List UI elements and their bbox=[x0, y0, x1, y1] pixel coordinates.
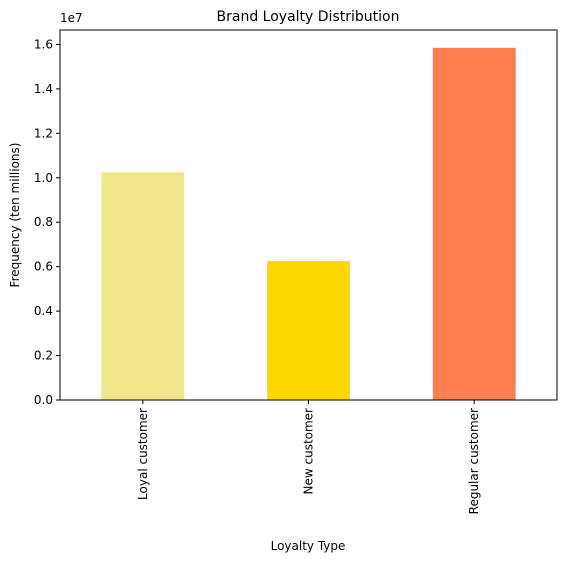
x-tick-label: Loyal customer bbox=[136, 408, 150, 500]
x-tick-label: Regular customer bbox=[467, 408, 481, 514]
x-axis-label: Loyalty Type bbox=[271, 539, 346, 553]
y-tick-label: 0.0 bbox=[34, 393, 53, 407]
bar-new-customer bbox=[267, 261, 350, 400]
y-tick-label: 1.4 bbox=[34, 82, 53, 96]
bars-layer bbox=[101, 47, 516, 401]
x-tick-label: New customer bbox=[302, 408, 316, 495]
y-tick-label: 1.6 bbox=[34, 37, 53, 51]
y-axis-multiplier: 1e7 bbox=[60, 11, 83, 25]
y-tick-label: 1.2 bbox=[34, 126, 53, 140]
chart-title: Brand Loyalty Distribution bbox=[217, 9, 400, 25]
y-axis-label: Frequency (ten millions) bbox=[8, 143, 22, 288]
y-tick-label: 0.4 bbox=[34, 304, 53, 318]
y-tick-label: 0.6 bbox=[34, 260, 53, 274]
y-tick-label: 1.0 bbox=[34, 171, 53, 185]
bar-regular-customer bbox=[432, 47, 516, 401]
bar-loyal-customer bbox=[101, 172, 185, 400]
y-tick-label: 0.8 bbox=[34, 215, 53, 229]
x-axis-ticks: Loyal customer New customer Regular custom… bbox=[136, 400, 481, 514]
y-tick-label: 0.2 bbox=[34, 349, 53, 363]
y-axis-ticks: 0.0 0.2 0.4 0.6 0.8 1.0 1.2 1.4 1.6 bbox=[34, 37, 60, 407]
